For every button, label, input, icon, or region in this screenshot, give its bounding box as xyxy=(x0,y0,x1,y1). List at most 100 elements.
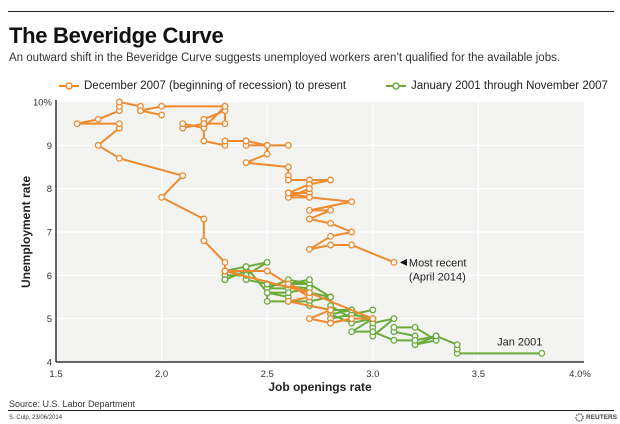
data-point xyxy=(179,172,187,180)
y-tick-label: 6 xyxy=(47,271,52,282)
data-point xyxy=(369,328,377,336)
reuters-dots-icon xyxy=(575,413,584,422)
data-point xyxy=(390,315,398,323)
chart-title: The Beveridge Curve xyxy=(9,23,224,48)
data-point xyxy=(305,185,313,193)
data-point xyxy=(158,102,166,110)
data-point xyxy=(242,159,250,167)
y-tick-label: 4 xyxy=(47,358,52,369)
annotation-pointer xyxy=(399,258,407,266)
data-point xyxy=(263,289,271,297)
data-point xyxy=(305,289,313,297)
data-point xyxy=(179,120,187,128)
data-point xyxy=(115,120,123,128)
x-tick-label: 3.0 xyxy=(366,369,379,380)
data-point xyxy=(327,319,335,327)
data-point xyxy=(284,141,292,149)
data-point xyxy=(221,102,229,110)
annotation-april-2014: (April 2014) xyxy=(409,271,466,283)
series-layer xyxy=(73,98,546,357)
data-point xyxy=(327,176,335,184)
data-point xyxy=(348,198,356,206)
data-point xyxy=(327,293,335,301)
data-point xyxy=(200,137,208,145)
source-note: Source: U.S. Labor Department xyxy=(9,399,136,409)
reuters-logo: REUTERS xyxy=(575,413,617,422)
data-point xyxy=(221,120,229,128)
data-point xyxy=(284,289,292,297)
brand-label: REUTERS xyxy=(586,414,618,421)
data-point xyxy=(305,315,313,323)
x-axis-label: Job openings rate xyxy=(268,380,372,394)
data-point xyxy=(327,232,335,240)
data-point xyxy=(411,336,419,344)
data-point xyxy=(221,267,229,275)
data-point xyxy=(242,263,250,271)
y-axis-label: Unemployment rate xyxy=(19,176,33,288)
x-tick-label: 3.5 xyxy=(472,369,485,380)
data-point xyxy=(115,98,123,106)
legend-label-recession: December 2007 (beginning of recession) t… xyxy=(84,80,347,92)
data-point xyxy=(263,258,271,266)
data-point xyxy=(221,276,229,284)
data-point xyxy=(137,107,144,115)
annotation-jan-2001: Jan 2001 xyxy=(497,336,542,348)
legend-label-pre-recession: January 2001 through November 2007 xyxy=(411,80,608,92)
legend-marker-green-icon xyxy=(386,82,406,90)
data-point xyxy=(348,228,356,236)
data-point xyxy=(263,150,271,158)
data-point xyxy=(115,154,123,162)
data-point xyxy=(94,141,102,149)
data-point xyxy=(369,315,377,323)
data-point xyxy=(305,245,313,253)
data-point xyxy=(327,219,335,227)
data-point xyxy=(158,193,166,201)
annotation-most-recent: Most recent xyxy=(409,257,466,269)
axes: 1.5 2.0 2.5 3.0 3.5 4.0% 4 5 6 7 8 9 10% xyxy=(33,98,591,381)
bottom-rule xyxy=(8,410,614,411)
data-point xyxy=(305,193,313,201)
data-point xyxy=(305,276,313,284)
data-point xyxy=(348,315,356,323)
y-tick-label: 8 xyxy=(47,184,52,195)
data-point xyxy=(390,258,398,266)
data-point xyxy=(390,336,398,344)
data-point xyxy=(327,241,335,249)
data-point xyxy=(284,176,292,184)
data-point xyxy=(432,332,440,340)
data-point xyxy=(327,306,335,314)
gridlines xyxy=(56,102,584,362)
data-point xyxy=(242,137,250,145)
y-tick-label: 10% xyxy=(33,98,53,109)
data-point xyxy=(411,323,419,331)
data-point xyxy=(348,241,356,249)
legend-item-pre-recession: January 2001 through November 2007 xyxy=(385,80,608,92)
annotations: Most recent (April 2014) Jan 2001 xyxy=(399,257,542,348)
data-point xyxy=(200,237,208,245)
data-point xyxy=(327,206,335,214)
y-tick-label: 5 xyxy=(47,314,52,325)
data-point xyxy=(305,206,313,214)
data-point xyxy=(453,341,461,349)
top-rule xyxy=(8,11,614,12)
data-point xyxy=(263,267,271,275)
data-point xyxy=(348,328,356,336)
data-point xyxy=(263,141,271,149)
data-point xyxy=(221,137,229,145)
data-point xyxy=(284,280,292,288)
data-point xyxy=(284,189,292,197)
x-tick-label: 4.0% xyxy=(569,369,591,380)
data-point xyxy=(221,258,229,266)
data-point xyxy=(284,297,292,305)
legend-marker-orange-icon xyxy=(59,82,79,90)
data-point xyxy=(94,115,102,123)
x-tick-label: 1.5 xyxy=(49,369,62,380)
data-point xyxy=(305,215,313,223)
data-point xyxy=(538,349,546,357)
data-point xyxy=(158,111,166,119)
chart-subtitle: An outward shift in the Beveridge Curve … xyxy=(9,52,561,64)
y-tick-label: 7 xyxy=(47,228,52,239)
credit-note: S. Culp, 23/06/2014 xyxy=(9,415,63,421)
data-point xyxy=(390,323,398,331)
